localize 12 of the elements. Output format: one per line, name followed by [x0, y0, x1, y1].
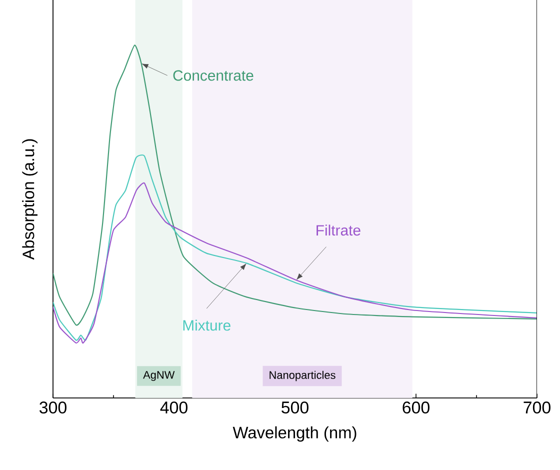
band-label: Nanoparticles: [270, 370, 336, 382]
y-axis-title: Absorption (a.u.): [22, 139, 38, 260]
text: Mixture: [183, 320, 230, 331]
x-tick-label: 700: [524, 402, 550, 414]
x-axis-title: Wavelength (nm): [232, 426, 356, 442]
x-tick-label: 400: [160, 402, 188, 414]
x-tick-label: 500: [282, 402, 308, 414]
band-label: AgNW: [143, 371, 175, 381]
text: Filtrate: [316, 224, 360, 236]
x-tick-label: 300: [40, 402, 66, 414]
x-tick-label: 600: [402, 402, 430, 414]
series-label: Concentrate: [173, 70, 254, 81]
